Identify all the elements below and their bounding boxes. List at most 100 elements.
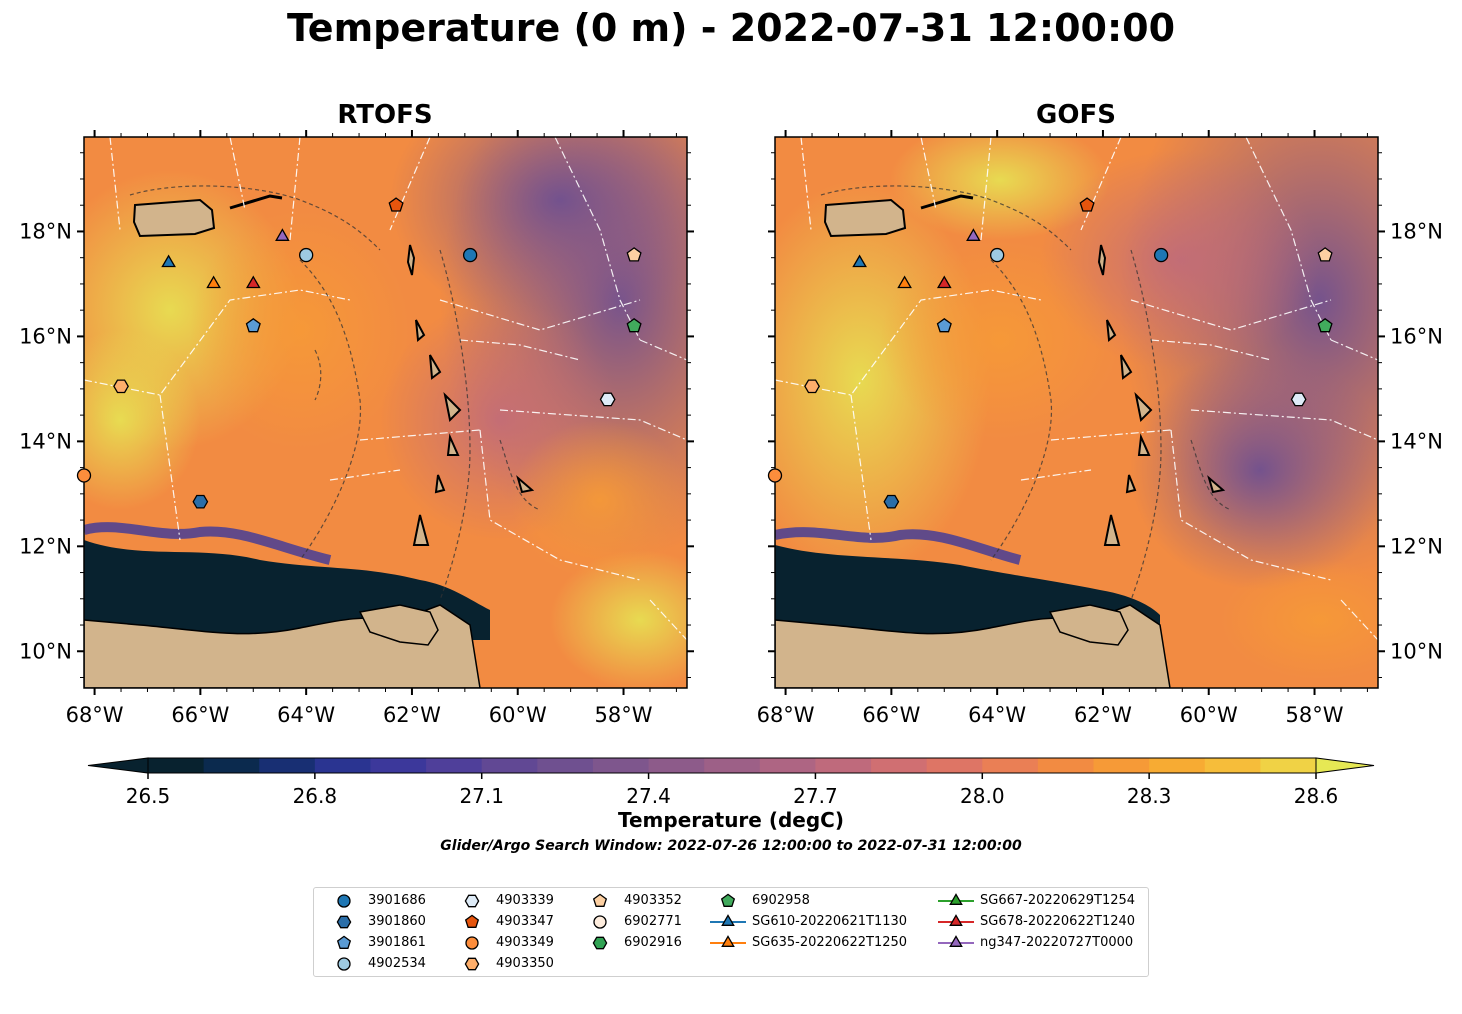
lon-tick-label: 58°W bbox=[1286, 703, 1344, 727]
legend-label: 3901860 bbox=[368, 914, 426, 929]
lon-tick-label: 62°W bbox=[1074, 703, 1132, 727]
colorbar-segment bbox=[1093, 758, 1150, 773]
marker-4903352 bbox=[1317, 247, 1333, 262]
colorbar-tick-label: 27.4 bbox=[626, 784, 671, 808]
rtofs-axes: 68°W 66°W 64°W 62°W 60°W 58°W 18°N 16°N 14°N 12°N… bbox=[19, 130, 694, 727]
colorbar-label: Temperature (degC) bbox=[618, 808, 844, 832]
colorbar-tick-label: 26.5 bbox=[126, 784, 171, 808]
rtofs-map bbox=[84, 137, 687, 688]
legend: 3901686 3901860 3901861 4902534 4903339 49033… bbox=[313, 887, 1149, 977]
colorbar-segment bbox=[1204, 758, 1261, 773]
marker-4903352 bbox=[626, 247, 642, 262]
colorbar-segment bbox=[1149, 758, 1206, 773]
marker-ng347-20220727T0000 bbox=[275, 228, 290, 241]
colorbar-segment bbox=[759, 758, 816, 773]
colorbar-tick-label: 28.3 bbox=[1127, 784, 1172, 808]
panel-title-gofs: GOFS bbox=[1036, 100, 1116, 130]
colorbar-segment bbox=[704, 758, 761, 773]
lat-tick-label: 12°N bbox=[1390, 534, 1443, 558]
legend-marker bbox=[592, 893, 608, 907]
legend-marker-3901860 bbox=[336, 915, 352, 929]
marker-6902958 bbox=[1317, 317, 1333, 333]
legend-label: 3901686 bbox=[368, 893, 426, 908]
lon-tick-label: 66°W bbox=[171, 703, 229, 727]
legend-marker bbox=[938, 914, 974, 926]
lon-tick-label: 66°W bbox=[862, 703, 920, 727]
marker-SG610-20220621T1130 bbox=[852, 254, 867, 268]
colorbar-tick-label: 27.7 bbox=[793, 784, 838, 808]
colorbar-segment bbox=[148, 758, 205, 773]
legend-label: SG667-20220629T1254 bbox=[980, 893, 1136, 908]
lon-tick-label: 64°W bbox=[968, 703, 1026, 727]
colorbar-tick-label: 28.6 bbox=[1294, 784, 1339, 808]
colorbar-segment bbox=[426, 758, 483, 773]
lon-tick-label: 68°W bbox=[66, 703, 124, 727]
legend-marker-4902534 bbox=[337, 957, 351, 971]
legend-marker-6902916 bbox=[592, 936, 608, 950]
legend-label: 4903347 bbox=[496, 914, 554, 929]
panel-title-rtofs: RTOFS bbox=[337, 100, 433, 130]
legend-marker bbox=[464, 957, 480, 971]
legend-marker-4903347 bbox=[464, 914, 480, 928]
legend-marker bbox=[592, 936, 608, 950]
legend-label: SG678-20220622T1240 bbox=[980, 914, 1136, 929]
legend-marker-SG610-20220621T1130 bbox=[721, 914, 735, 926]
legend-marker bbox=[710, 914, 746, 926]
legend-marker bbox=[337, 894, 351, 908]
legend-label: 6902958 bbox=[752, 893, 810, 908]
legend-marker-SG678-20220622T1240 bbox=[949, 914, 963, 926]
lat-tick-label: 18°N bbox=[1390, 219, 1443, 243]
lat-tick-label: 10°N bbox=[19, 639, 72, 663]
lat-tick-label: 14°N bbox=[19, 429, 72, 453]
search-window-text: Glider/Argo Search Window: 2022-07-26 12… bbox=[440, 838, 1022, 854]
legend-label: SG610-20220621T1130 bbox=[752, 914, 908, 929]
marker-4902534 bbox=[990, 247, 1005, 263]
colorbar-extend-min bbox=[87, 757, 149, 774]
legend-label: 3901861 bbox=[368, 935, 426, 950]
lat-tick-label: 10°N bbox=[1390, 639, 1443, 663]
marker-SG678-20220622T1240 bbox=[936, 275, 952, 289]
marker-3901861 bbox=[245, 317, 261, 333]
marker-4903347 bbox=[1079, 197, 1095, 212]
legend-marker-4903349 bbox=[465, 936, 479, 950]
lon-tick-label: 58°W bbox=[595, 703, 653, 727]
colorbar-segment bbox=[1037, 758, 1095, 773]
legend-marker-SG667-20220629T1254 bbox=[949, 893, 963, 905]
colorbar-tick-label: 28.0 bbox=[960, 784, 1005, 808]
lon-tick-label: 60°W bbox=[489, 703, 547, 727]
legend-marker bbox=[337, 957, 351, 971]
legend-marker bbox=[464, 894, 480, 908]
marker-4903349 bbox=[76, 468, 92, 483]
colorbar-segment bbox=[370, 758, 427, 773]
marker-SG610-20220621T1130 bbox=[161, 254, 176, 268]
colorbar: 26.5 26.8 27.1 27.4 27.7 28.0 28.3 28.6 bbox=[87, 757, 1375, 808]
colorbar-segment bbox=[592, 758, 650, 773]
legend-marker-3901861 bbox=[336, 935, 352, 949]
marker-3901860 bbox=[883, 494, 900, 509]
lat-tick-label: 16°N bbox=[19, 324, 72, 348]
colorbar-tick-label: 27.1 bbox=[459, 784, 504, 808]
lon-tick-label: 60°W bbox=[1180, 703, 1238, 727]
marker-3901861 bbox=[936, 317, 952, 333]
lat-tick-label: 12°N bbox=[19, 534, 72, 558]
legend-marker-6902771 bbox=[593, 915, 607, 929]
marker-3901686 bbox=[1153, 247, 1169, 263]
colorbar-segment bbox=[871, 758, 928, 773]
colorbar-segment bbox=[648, 758, 705, 773]
colorbar-segment bbox=[481, 758, 538, 773]
legend-marker bbox=[938, 935, 974, 947]
legend-marker-6902958 bbox=[720, 893, 736, 907]
colorbar-segment bbox=[203, 758, 260, 773]
colorbar-segment bbox=[259, 758, 316, 773]
marker-SG635-20220622T1250 bbox=[206, 275, 221, 289]
lat-tick-label: 14°N bbox=[1390, 429, 1443, 453]
marker-ng347-20220727T0000 bbox=[966, 228, 981, 241]
legend-marker bbox=[710, 935, 746, 947]
legend-label: 4903350 bbox=[496, 956, 554, 971]
marker-3901860 bbox=[192, 494, 209, 509]
marker-4903350 bbox=[113, 379, 129, 394]
lon-tick-label: 68°W bbox=[757, 703, 815, 727]
lat-tick-label: 18°N bbox=[19, 219, 72, 243]
legend-marker-3901686 bbox=[337, 894, 351, 908]
